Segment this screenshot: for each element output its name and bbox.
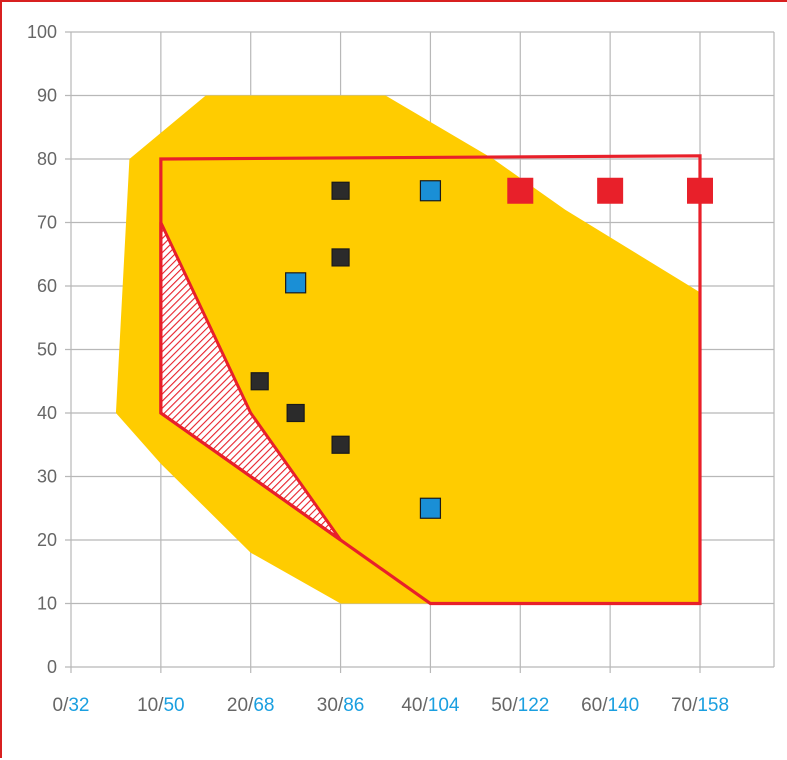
x-tick-label-main: 0/ — [53, 695, 70, 716]
x-tick-label-main: 20/ — [227, 695, 254, 716]
data-point-square — [419, 180, 442, 202]
data-point-square — [419, 497, 442, 519]
x-tick-label-alt: 68 — [253, 695, 274, 716]
y-tick-label: 50 — [37, 340, 57, 360]
x-tick-label-alt: 122 — [518, 695, 550, 716]
x-tick-label: 10/50 — [137, 695, 185, 716]
y-tick-label: 90 — [37, 86, 57, 106]
y-tick-label: 100 — [27, 22, 57, 42]
axes: 0 10 20 30 40 50 60 70 80 90 100 0/32 10/50 20/68 30/8… — [27, 22, 729, 716]
x-tick-label-alt: 50 — [163, 695, 184, 716]
x-tick-label-alt: 86 — [343, 695, 364, 716]
y-tick-label: 0 — [47, 657, 57, 677]
x-tick-label: 30/86 — [317, 695, 365, 716]
y-tick-label: 30 — [37, 467, 57, 487]
x-tick-label-main: 40/ — [401, 695, 428, 716]
y-tick-label: 80 — [37, 149, 57, 169]
data-point-square — [687, 177, 713, 204]
x-tick-label-main: 10/ — [137, 695, 164, 716]
data-point-square — [331, 435, 350, 454]
data-point-square — [507, 177, 534, 204]
data-point-square — [285, 272, 307, 294]
x-tick-label-main: 60/ — [581, 695, 608, 716]
regions — [115, 95, 702, 606]
data-point-square — [286, 403, 305, 423]
x-tick-label-alt: 104 — [428, 695, 460, 716]
y-tick-label: 60 — [37, 276, 57, 296]
x-tick-label-main: 50/ — [491, 695, 518, 716]
data-point-square — [331, 181, 350, 200]
x-tick-label: 60/140 — [581, 695, 639, 716]
x-tick-label-alt: 158 — [697, 695, 729, 716]
x-tick-label-alt: 32 — [68, 695, 89, 716]
y-tick-label: 10 — [37, 594, 57, 614]
y-tick-label: 70 — [37, 213, 57, 233]
x-tick-label-main: 70/ — [671, 695, 698, 716]
data-point-square — [597, 177, 624, 204]
data-point-square — [250, 372, 269, 391]
red-outline-region — [159, 154, 702, 606]
data-point-square — [331, 248, 350, 267]
x-tick-label: 70/158 — [671, 695, 729, 716]
data-points — [250, 177, 713, 519]
x-tick-label-alt: 140 — [608, 695, 640, 716]
y-tick-label: 20 — [37, 530, 57, 550]
x-tick-label-main: 30/ — [317, 695, 344, 716]
x-tick-label: 0/32 — [53, 695, 90, 716]
y-tick-label: 40 — [37, 403, 57, 423]
x-tick-label: 40/104 — [401, 695, 460, 716]
x-tick-label: 50/122 — [491, 695, 549, 716]
x-tick-label: 20/68 — [227, 695, 275, 716]
